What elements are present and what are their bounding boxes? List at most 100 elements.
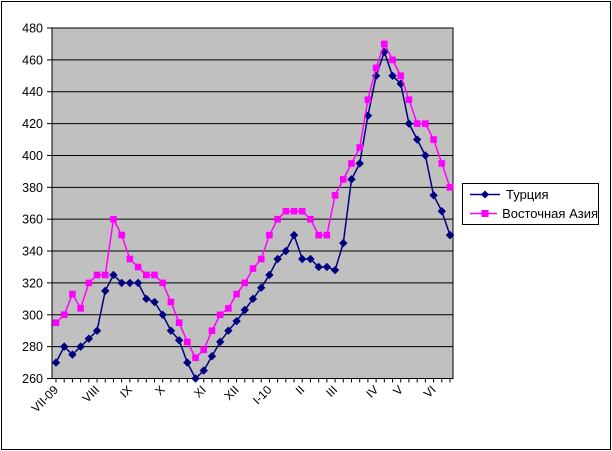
data-point-square xyxy=(200,346,208,354)
data-point-square xyxy=(348,160,355,167)
data-point-square xyxy=(159,279,167,287)
data-point-diamond xyxy=(174,336,184,345)
data-point-square xyxy=(381,40,388,48)
data-point-square xyxy=(249,265,257,272)
data-point-square xyxy=(184,338,191,346)
legend: Турция Восточная Азия xyxy=(462,183,599,225)
data-point-diamond xyxy=(306,254,315,264)
x-axis-label: I-10 xyxy=(250,382,275,407)
data-point-square xyxy=(52,319,60,327)
data-point-diamond xyxy=(265,270,274,280)
data-point-square xyxy=(257,255,265,263)
data-point-square xyxy=(339,176,347,183)
data-point-diamond xyxy=(215,337,225,347)
y-axis-label: 320 xyxy=(22,276,43,290)
data-point-diamond xyxy=(150,297,159,307)
legend-label-turkey: Турция xyxy=(506,187,549,202)
data-point-diamond xyxy=(68,350,77,359)
data-point-square xyxy=(233,290,240,298)
y-axis-label: 420 xyxy=(22,117,43,131)
data-point-diamond xyxy=(232,316,241,326)
data-point-diamond xyxy=(248,294,258,304)
y-axis-label: 380 xyxy=(22,181,43,195)
data-point-square xyxy=(126,255,134,263)
data-point-square xyxy=(438,160,446,167)
data-point-square xyxy=(389,56,396,64)
data-point-diamond xyxy=(273,254,282,264)
data-point-diamond xyxy=(101,286,110,296)
y-axis-label: 440 xyxy=(22,85,43,99)
data-point-diamond xyxy=(224,326,233,335)
data-point-square xyxy=(192,354,199,362)
data-point-diamond xyxy=(166,326,176,335)
data-point-diamond xyxy=(412,135,422,144)
x-axis-label: V xyxy=(390,383,406,399)
data-point-square xyxy=(307,215,314,223)
x-axis-label: III xyxy=(323,383,340,400)
y-axis-label: 300 xyxy=(22,308,43,322)
y-axis-label: 340 xyxy=(22,245,43,259)
data-point-diamond xyxy=(281,246,291,256)
data-point-diamond xyxy=(330,265,340,275)
legend-item-turkey: Турция xyxy=(469,186,598,203)
legend-sample-line-diamond-icon xyxy=(470,190,500,199)
data-point-square xyxy=(142,271,150,279)
data-point-square xyxy=(85,279,93,287)
legend-label-east-asia: Восточная Азия xyxy=(502,206,598,221)
data-point-diamond xyxy=(51,358,61,367)
data-point-square xyxy=(208,327,216,335)
data-point-square xyxy=(101,271,109,279)
data-point-diamond xyxy=(347,175,356,184)
data-point-diamond xyxy=(92,326,102,335)
data-point-square xyxy=(274,215,281,223)
x-axis-label: IV xyxy=(363,383,381,401)
data-point-diamond xyxy=(117,278,126,288)
x-axis-label: VI xyxy=(421,383,439,401)
data-point-diamond xyxy=(339,238,348,248)
data-point-diamond xyxy=(133,278,143,288)
data-point-square xyxy=(364,96,372,103)
data-point-square xyxy=(151,271,158,279)
data-point-diamond xyxy=(240,305,249,315)
x-axis-label: VII-09 xyxy=(29,382,62,415)
data-point-square xyxy=(405,96,413,103)
data-point-square xyxy=(110,215,117,223)
x-axis-label: XII xyxy=(221,383,241,403)
data-point-square xyxy=(167,298,175,306)
data-point-diamond xyxy=(125,278,135,288)
data-point-diamond xyxy=(298,254,307,264)
data-point-square xyxy=(397,72,405,80)
y-axis-label: 400 xyxy=(22,149,43,163)
data-point-square xyxy=(241,279,249,287)
data-point-square xyxy=(93,271,101,279)
data-point-square xyxy=(69,290,76,298)
data-point-square xyxy=(118,231,125,239)
data-point-square xyxy=(266,231,273,239)
data-point-diamond xyxy=(199,366,208,375)
data-point-diamond xyxy=(388,71,397,80)
data-point-square xyxy=(298,207,306,215)
x-axis-label: II xyxy=(293,383,308,398)
data-point-square xyxy=(60,311,68,319)
data-point-diamond xyxy=(142,294,151,304)
data-point-square xyxy=(331,191,339,199)
data-point-diamond xyxy=(183,358,192,367)
x-axis-label: XI xyxy=(191,383,209,401)
y-axis-label: 460 xyxy=(22,53,43,67)
data-point-diamond xyxy=(60,342,69,351)
plot-area xyxy=(52,28,453,379)
data-point-diamond xyxy=(437,207,446,216)
data-point-square xyxy=(290,207,298,215)
data-point-diamond xyxy=(257,283,266,292)
y-axis-label: 260 xyxy=(22,372,43,386)
x-axis-label: IX xyxy=(117,383,135,401)
data-point-square xyxy=(413,120,421,127)
data-point-diamond xyxy=(76,342,85,351)
plot-border xyxy=(51,27,454,379)
y-axis-label: 360 xyxy=(22,213,43,227)
data-point-square xyxy=(422,120,429,127)
data-point-square xyxy=(323,231,331,239)
data-point-square xyxy=(430,136,437,143)
